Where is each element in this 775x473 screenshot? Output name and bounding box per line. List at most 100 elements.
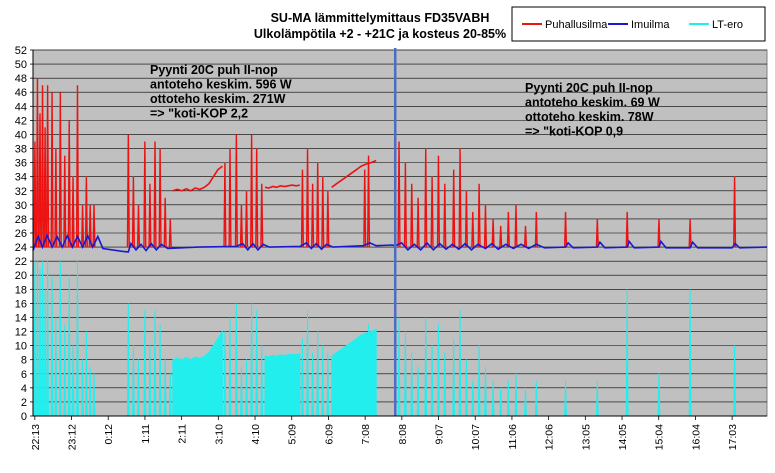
- x-tick-label: 3:10: [213, 424, 225, 445]
- y-tick-label: 22: [15, 256, 27, 268]
- series-spike: [67, 275, 71, 417]
- series-spike: [163, 359, 167, 417]
- series-spike: [245, 359, 248, 417]
- y-tick-label: 32: [15, 186, 27, 198]
- x-tick-label: 23:12: [67, 424, 79, 450]
- series-spike: [143, 310, 147, 417]
- series-spike: [40, 85, 45, 248]
- series-plateau: [331, 159, 377, 188]
- legend: Puhallusilma Imuilma LT-ero: [511, 6, 766, 42]
- x-tick-label: 7:08: [360, 424, 372, 445]
- x-tick-label: 10:07: [470, 424, 482, 450]
- y-tick-label: 50: [15, 59, 27, 71]
- y-axis: 0246810121416182022242628303234363840424…: [15, 45, 34, 423]
- series-spike: [168, 218, 172, 248]
- y-tick-label: 40: [15, 129, 27, 141]
- x-tick-label: 2:11: [177, 424, 189, 444]
- legend-label: LT-ero: [712, 19, 743, 31]
- y-tick-label: 26: [15, 228, 27, 240]
- series-spike: [416, 366, 420, 417]
- y-tick-label: 44: [15, 101, 27, 113]
- legend-label: Imuilma: [631, 19, 670, 31]
- series-spike: [126, 303, 130, 417]
- series-spike: [595, 218, 599, 248]
- series-spike: [153, 141, 157, 248]
- series-spike: [43, 127, 47, 248]
- series-spike: [250, 134, 254, 248]
- series-spike: [228, 317, 232, 417]
- series-spike: [71, 176, 75, 248]
- series-spike: [54, 317, 58, 417]
- y-tick-label: 2: [21, 397, 27, 409]
- series-spike: [506, 211, 510, 248]
- series-spike: [46, 85, 50, 248]
- series-spike: [36, 261, 39, 417]
- annotation-line: antoteho keskim. 596 W: [150, 78, 292, 92]
- series-spike: [58, 92, 62, 248]
- series-spike: [92, 373, 96, 417]
- series-spike: [33, 261, 37, 417]
- series-spike: [424, 317, 428, 417]
- series-spike: [732, 176, 737, 248]
- series-spike: [326, 352, 330, 417]
- series-spike: [131, 176, 135, 248]
- y-tick-label: 34: [15, 172, 27, 184]
- series-spike: [436, 155, 441, 248]
- series-spike: [35, 78, 40, 248]
- series-spike: [244, 190, 249, 248]
- series-spike: [484, 366, 487, 417]
- y-tick-label: 36: [15, 158, 27, 170]
- series-spike: [452, 169, 456, 248]
- series-spike: [499, 387, 503, 417]
- series-spike: [88, 204, 92, 248]
- series-plateau: [172, 329, 223, 417]
- series-spike: [38, 113, 42, 248]
- series-spike: [158, 324, 162, 417]
- series-spike: [239, 204, 244, 248]
- series-plateau: [264, 353, 301, 417]
- series-spike: [88, 366, 92, 417]
- y-tick-label: 10: [15, 341, 27, 353]
- series-spike: [316, 331, 320, 417]
- series-spike: [305, 148, 310, 248]
- series-plateau: [264, 184, 301, 189]
- y-tick-label: 48: [15, 73, 27, 85]
- y-tick-label: 30: [15, 200, 27, 212]
- series-spike: [514, 204, 518, 248]
- series-spike: [430, 176, 434, 248]
- series-spike: [136, 204, 141, 248]
- series-spike: [63, 324, 67, 417]
- y-tick-label: 28: [15, 214, 27, 226]
- series-spike: [506, 380, 510, 417]
- series-spike: [163, 197, 167, 248]
- x-tick-label: 6:09: [323, 424, 335, 445]
- series-spike: [306, 310, 309, 417]
- series-spike: [464, 190, 468, 248]
- series-spike: [397, 317, 401, 417]
- series-spike: [75, 85, 80, 248]
- series-spike: [240, 366, 243, 417]
- series-spike: [534, 211, 538, 248]
- series-spike: [564, 380, 567, 417]
- series-spike: [43, 289, 47, 417]
- series-spike: [657, 373, 661, 417]
- series-spike: [58, 261, 62, 417]
- y-tick-label: 8: [21, 355, 27, 367]
- annotation-line: => "koti-KOP 0,9: [525, 125, 623, 139]
- x-tick-label: 1:11: [140, 424, 152, 444]
- series-spike: [491, 218, 495, 248]
- series-spike: [132, 345, 135, 417]
- series-spike: [563, 211, 568, 248]
- x-tick-label: 5:09: [287, 424, 299, 445]
- y-tick-label: 18: [15, 284, 27, 296]
- series-spike: [443, 352, 447, 417]
- series-spike: [625, 289, 629, 417]
- y-tick-label: 24: [15, 242, 27, 254]
- series-plateau: [172, 165, 223, 192]
- series-spike: [228, 148, 232, 248]
- y-tick-label: 20: [15, 270, 27, 282]
- x-tick-label: 14:05: [617, 424, 629, 450]
- series-plateau: [331, 328, 377, 417]
- series-spike: [260, 183, 264, 248]
